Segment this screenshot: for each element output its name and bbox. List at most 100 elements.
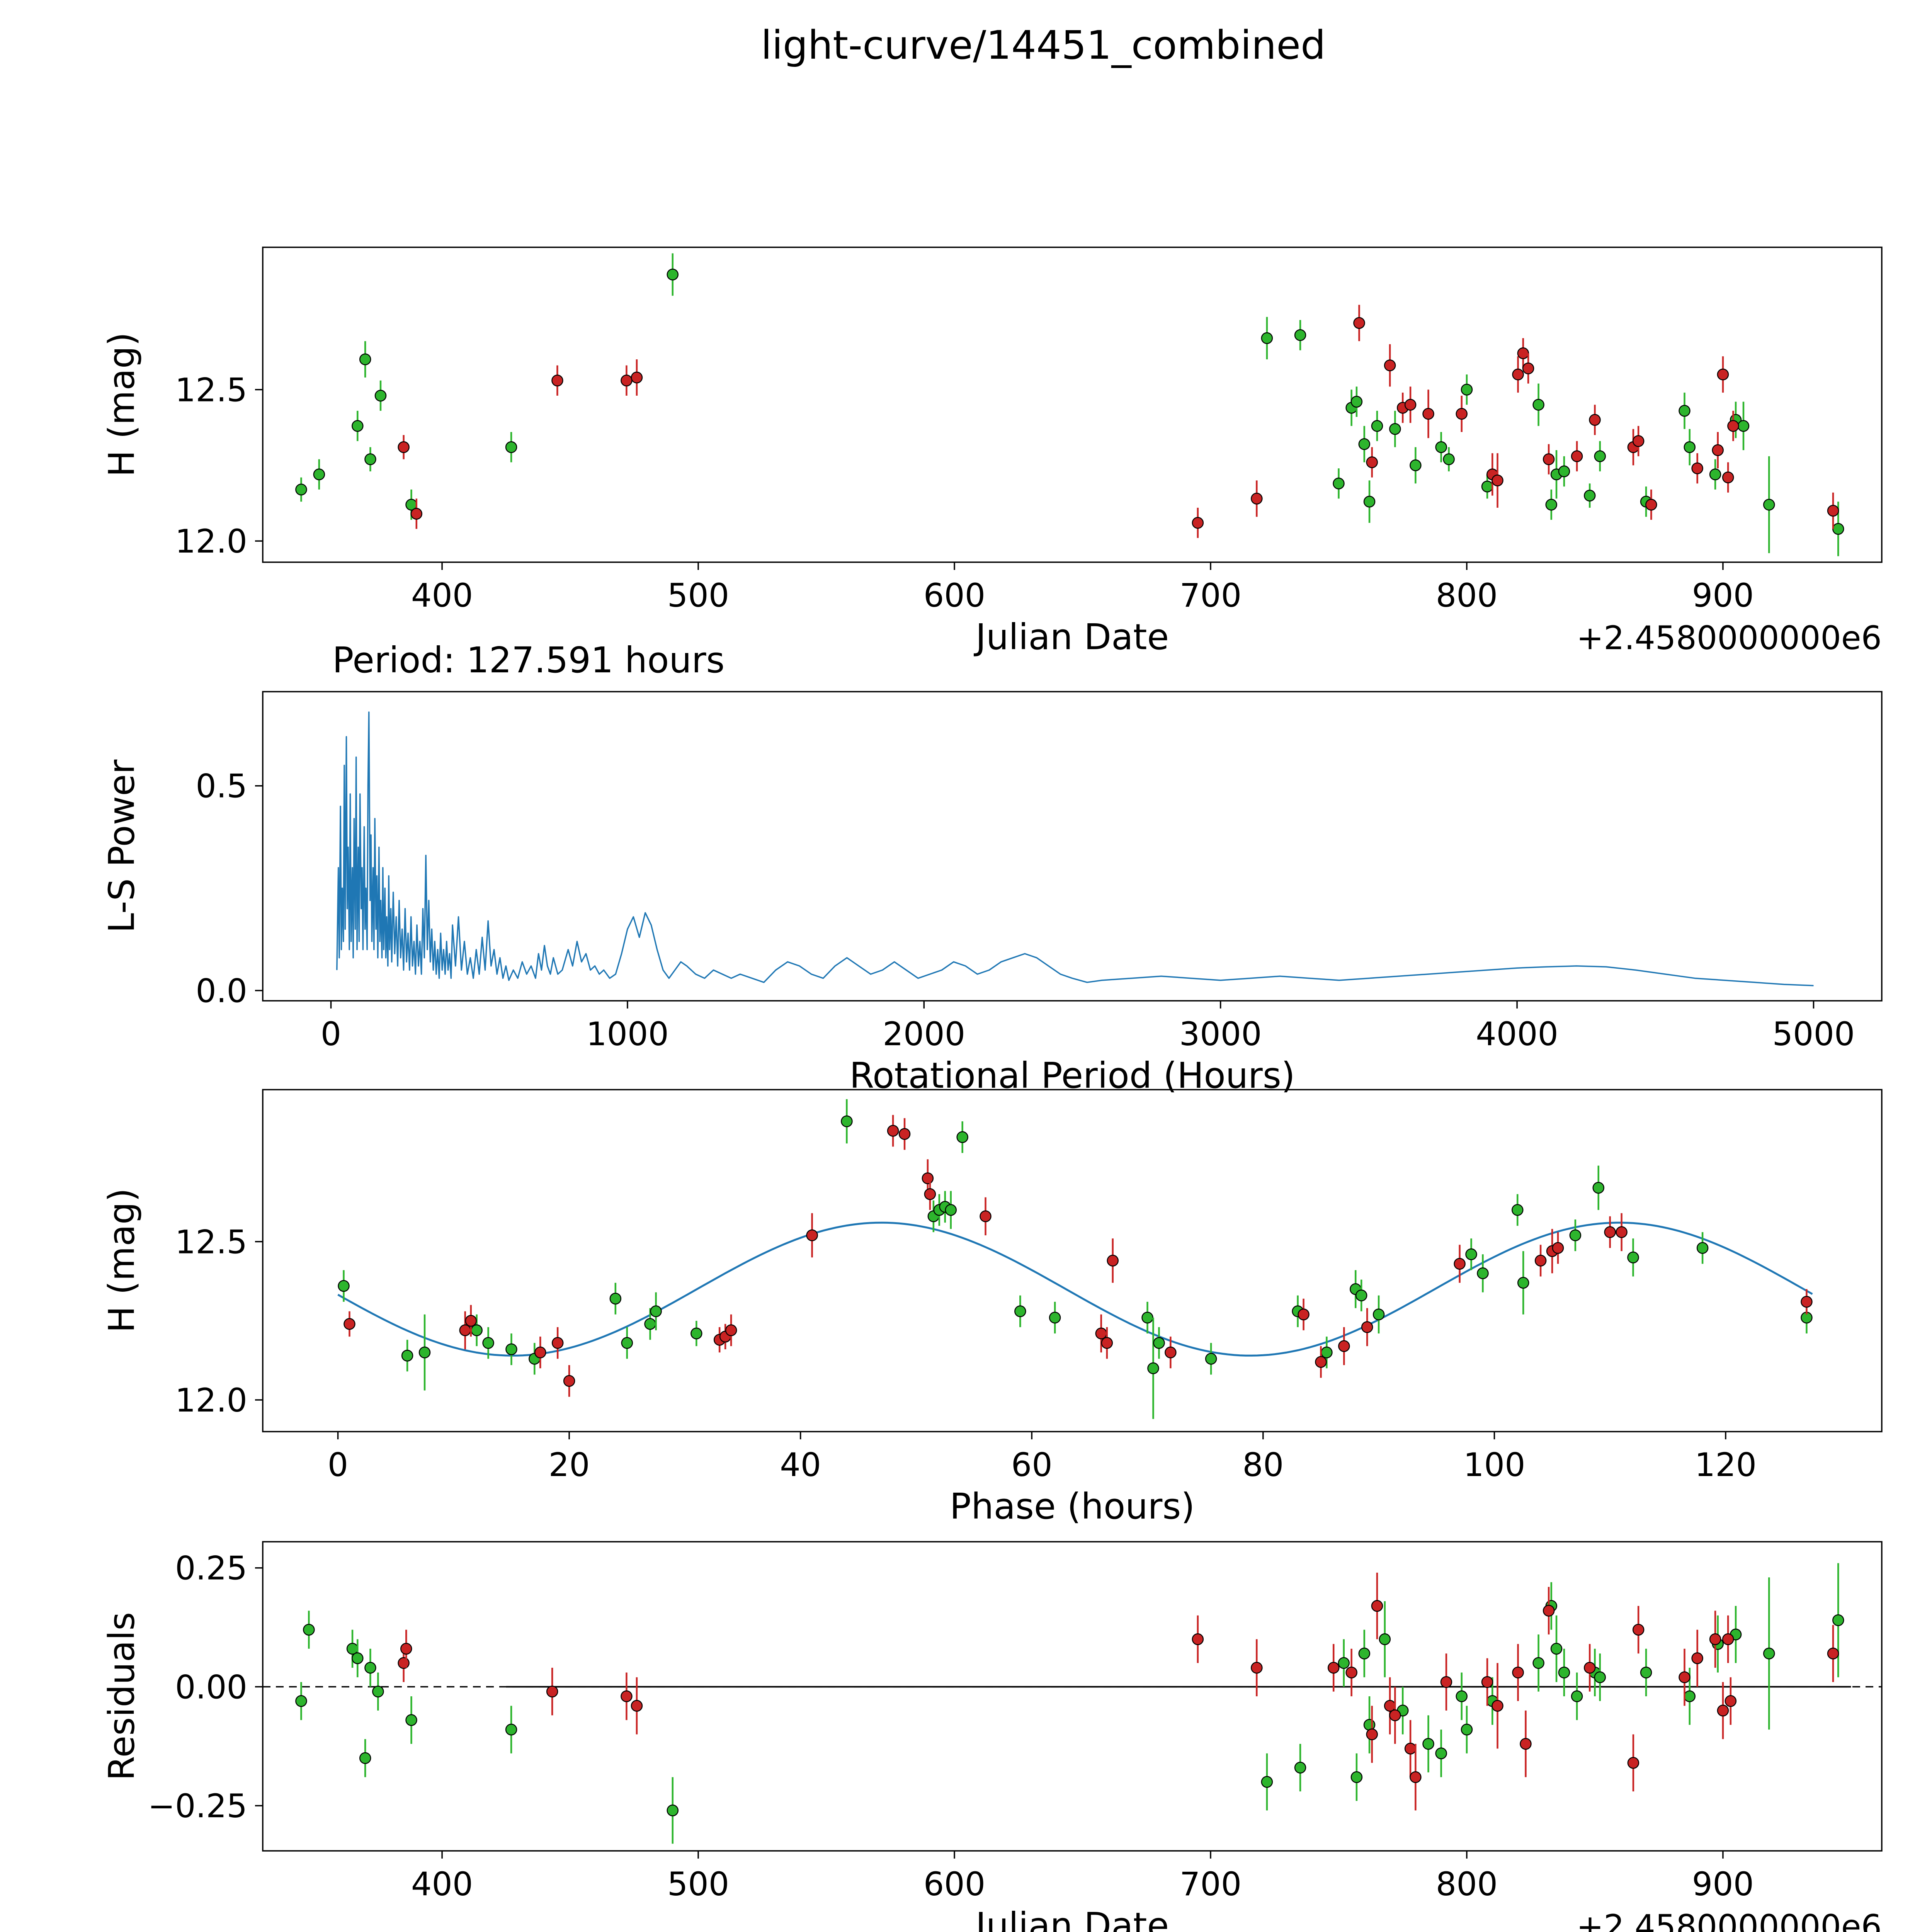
data-point	[1366, 456, 1378, 468]
data-point	[534, 1346, 546, 1359]
data-point	[1532, 1657, 1544, 1669]
data-point	[303, 1624, 315, 1636]
data-point	[621, 1337, 633, 1349]
series-green-observations	[295, 253, 1844, 556]
x-tick-label: 0	[328, 1446, 348, 1484]
x-tick-label: 40	[780, 1446, 821, 1484]
data-point	[1727, 420, 1739, 432]
data-point	[1363, 496, 1376, 508]
y-tick-label: −0.25	[148, 1787, 247, 1825]
data-point	[1315, 1356, 1327, 1368]
y-tick-label: 0.25	[175, 1549, 247, 1587]
data-point	[1461, 384, 1473, 396]
periodogram-line	[336, 711, 1814, 986]
plot-area-jd-photometry	[295, 253, 1844, 556]
x-tick-label: 800	[1436, 1865, 1498, 1903]
data-point	[1440, 1676, 1452, 1688]
data-point	[1832, 523, 1844, 535]
data-point	[631, 371, 643, 384]
data-point	[352, 420, 364, 432]
data-point	[1389, 423, 1401, 435]
data-point	[1645, 498, 1657, 511]
data-point	[1589, 414, 1601, 426]
x-tick-label: 20	[549, 1446, 590, 1484]
data-point	[344, 1318, 355, 1330]
data-point	[1443, 453, 1455, 465]
x-tick-label: 120	[1695, 1446, 1757, 1484]
data-point	[609, 1293, 622, 1305]
data-point	[1737, 420, 1750, 432]
data-point	[359, 353, 371, 366]
data-point	[1371, 1600, 1383, 1612]
data-point	[359, 1752, 371, 1764]
x-tick-label: 4000	[1476, 1015, 1558, 1053]
data-point	[1722, 471, 1734, 483]
data-point	[1569, 1229, 1582, 1242]
ylabel-ls-power: L-S Power	[101, 759, 143, 933]
data-point	[631, 1700, 643, 1712]
data-point	[1827, 505, 1839, 517]
data-point	[1345, 1667, 1357, 1679]
data-point	[374, 389, 387, 402]
x-tick-label: 500	[667, 1865, 729, 1903]
data-point	[922, 1172, 934, 1184]
data-point	[1517, 347, 1529, 359]
data-point	[1517, 1277, 1529, 1289]
data-point	[1552, 1242, 1564, 1254]
y-tick-label: 0.5	[196, 767, 247, 805]
data-point	[1522, 362, 1534, 374]
figure-title: light-curve/14451_combined	[761, 22, 1326, 68]
x-offset-label-bottom: +2.4580000000e6	[1576, 1908, 1882, 1932]
x-tick-label: 60	[1011, 1446, 1053, 1484]
data-point	[1709, 1633, 1721, 1645]
data-point	[956, 1131, 968, 1143]
data-point	[1691, 1652, 1703, 1664]
data-point	[295, 1695, 307, 1707]
data-point	[1691, 462, 1703, 474]
data-point	[1361, 1321, 1373, 1333]
data-point	[924, 1188, 936, 1200]
data-point	[551, 374, 563, 387]
data-point	[1410, 1771, 1422, 1783]
data-point	[887, 1125, 899, 1137]
data-point	[1679, 1671, 1690, 1684]
data-point	[459, 1324, 471, 1337]
data-point	[1684, 441, 1696, 453]
xlabel-julian-date-bottom: Julian Date	[975, 1905, 1169, 1932]
data-point	[1147, 1362, 1159, 1374]
data-point	[1545, 498, 1558, 511]
data-point	[1338, 1340, 1350, 1352]
x-tick-label: 600	[923, 1865, 985, 1903]
data-point	[1404, 1743, 1417, 1755]
data-point	[364, 453, 376, 465]
data-point	[1358, 438, 1371, 450]
x-tick-label: 2000	[883, 1015, 965, 1053]
y-tick-label: 12.0	[175, 522, 247, 560]
data-point	[1294, 329, 1306, 341]
x-tick-label: 5000	[1772, 1015, 1855, 1053]
data-point	[505, 1723, 517, 1736]
series-green-residuals	[295, 1563, 1844, 1844]
data-point	[1827, 1647, 1839, 1660]
series-red-observations	[398, 304, 1839, 538]
series-red-observations	[344, 1115, 1813, 1397]
data-point	[1627, 1757, 1639, 1769]
axes-frame	[262, 1541, 1883, 1852]
x-tick-label: 1000	[586, 1015, 669, 1053]
data-point	[806, 1229, 818, 1242]
plot-area-phase-folded	[337, 1099, 1813, 1419]
data-point	[1371, 420, 1383, 432]
data-point	[1558, 1667, 1570, 1679]
data-point	[1404, 399, 1417, 411]
data-point	[1481, 1676, 1493, 1688]
data-point	[398, 441, 410, 453]
data-point	[1492, 474, 1503, 486]
data-point	[1321, 1346, 1333, 1359]
data-point	[1534, 1255, 1547, 1267]
y-tick-label: 12.0	[175, 1381, 247, 1419]
x-tick-label: 800	[1436, 577, 1498, 614]
data-point	[1350, 396, 1363, 408]
data-point	[1205, 1353, 1217, 1365]
data-point	[621, 1690, 633, 1702]
